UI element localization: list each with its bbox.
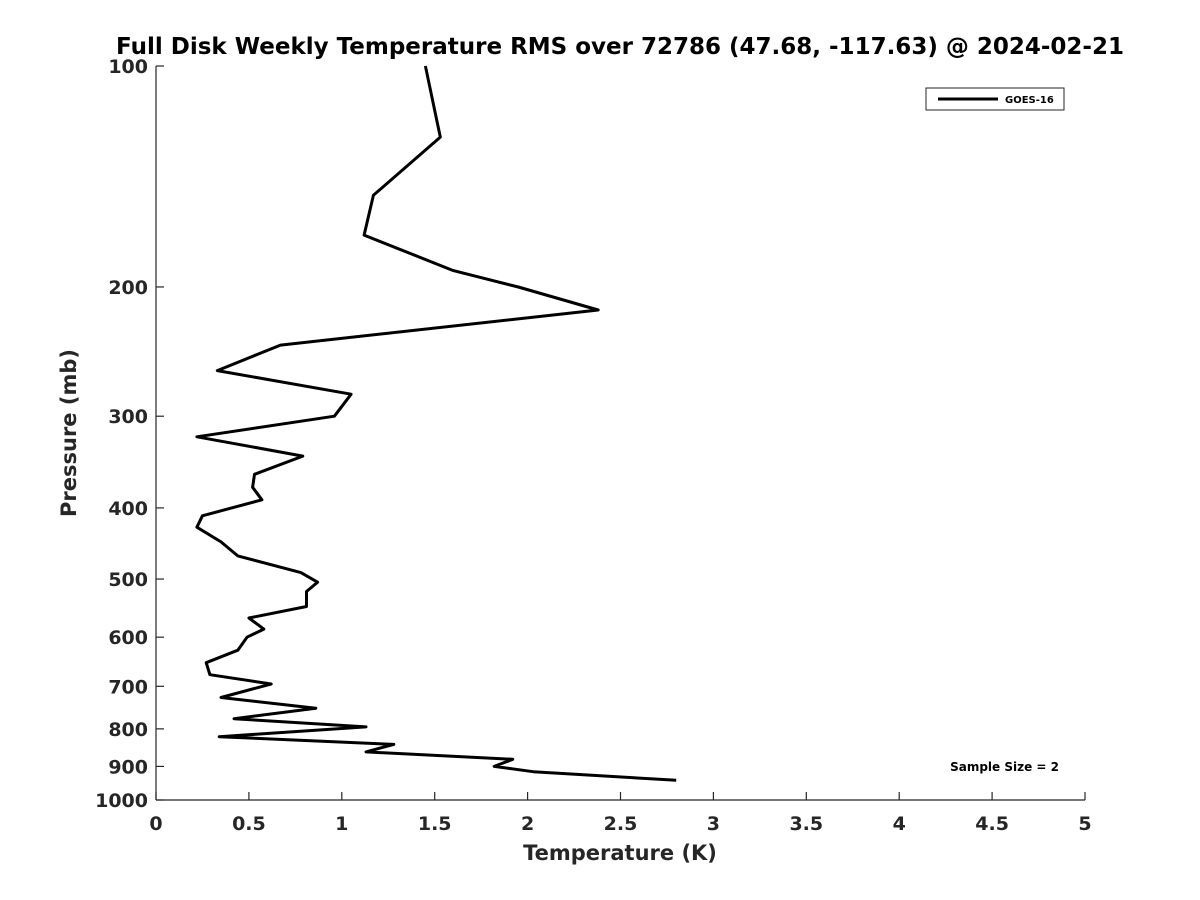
y-tick-label: 100 — [108, 56, 148, 78]
x-ticks: 0 0.5 1 1.5 2 2.5 3 3.5 4 4.5 5 — [149, 792, 1092, 835]
sample-size-annotation: Sample Size = 2 — [950, 760, 1059, 774]
y-ticks: 100 200 300 400 500 600 700 800 900 1000 — [95, 56, 164, 812]
y-tick-label: 800 — [108, 719, 148, 741]
y-tick-label: 300 — [108, 406, 148, 428]
y-tick-label: 900 — [108, 756, 148, 778]
axes — [155, 66, 1085, 801]
series-group — [195, 65, 677, 782]
legend: GOES-16 — [925, 87, 1065, 111]
y-tick-label: 400 — [108, 498, 148, 520]
y-tick-label: 200 — [108, 277, 148, 299]
legend-label-goes-16: GOES-16 — [1005, 95, 1054, 106]
x-tick-label: 5 — [1078, 813, 1091, 835]
x-tick-label: 1.5 — [418, 813, 452, 835]
x-tick-label: 0.5 — [232, 813, 266, 835]
chart-title: Full Disk Weekly Temperature RMS over 72… — [116, 34, 1124, 60]
x-axis-label: Temperature (K) — [523, 841, 717, 865]
x-tick-label: 4 — [893, 813, 906, 835]
x-tick-label: 1 — [335, 813, 348, 835]
y-tick-label: 500 — [108, 569, 148, 591]
y-axis-label: Pressure (mb) — [57, 349, 81, 517]
x-tick-label: 3 — [707, 813, 720, 835]
y-tick-label: 700 — [108, 676, 148, 698]
x-tick-label: 3.5 — [789, 813, 823, 835]
x-tick-label: 0 — [149, 813, 162, 835]
x-tick-label: 2.5 — [604, 813, 638, 835]
y-tick-label: 600 — [108, 627, 148, 649]
y-tick-label: 1000 — [95, 790, 148, 812]
series-line-goes-16 — [195, 65, 677, 782]
x-tick-label: 4.5 — [975, 813, 1009, 835]
x-tick-label: 2 — [521, 813, 534, 835]
